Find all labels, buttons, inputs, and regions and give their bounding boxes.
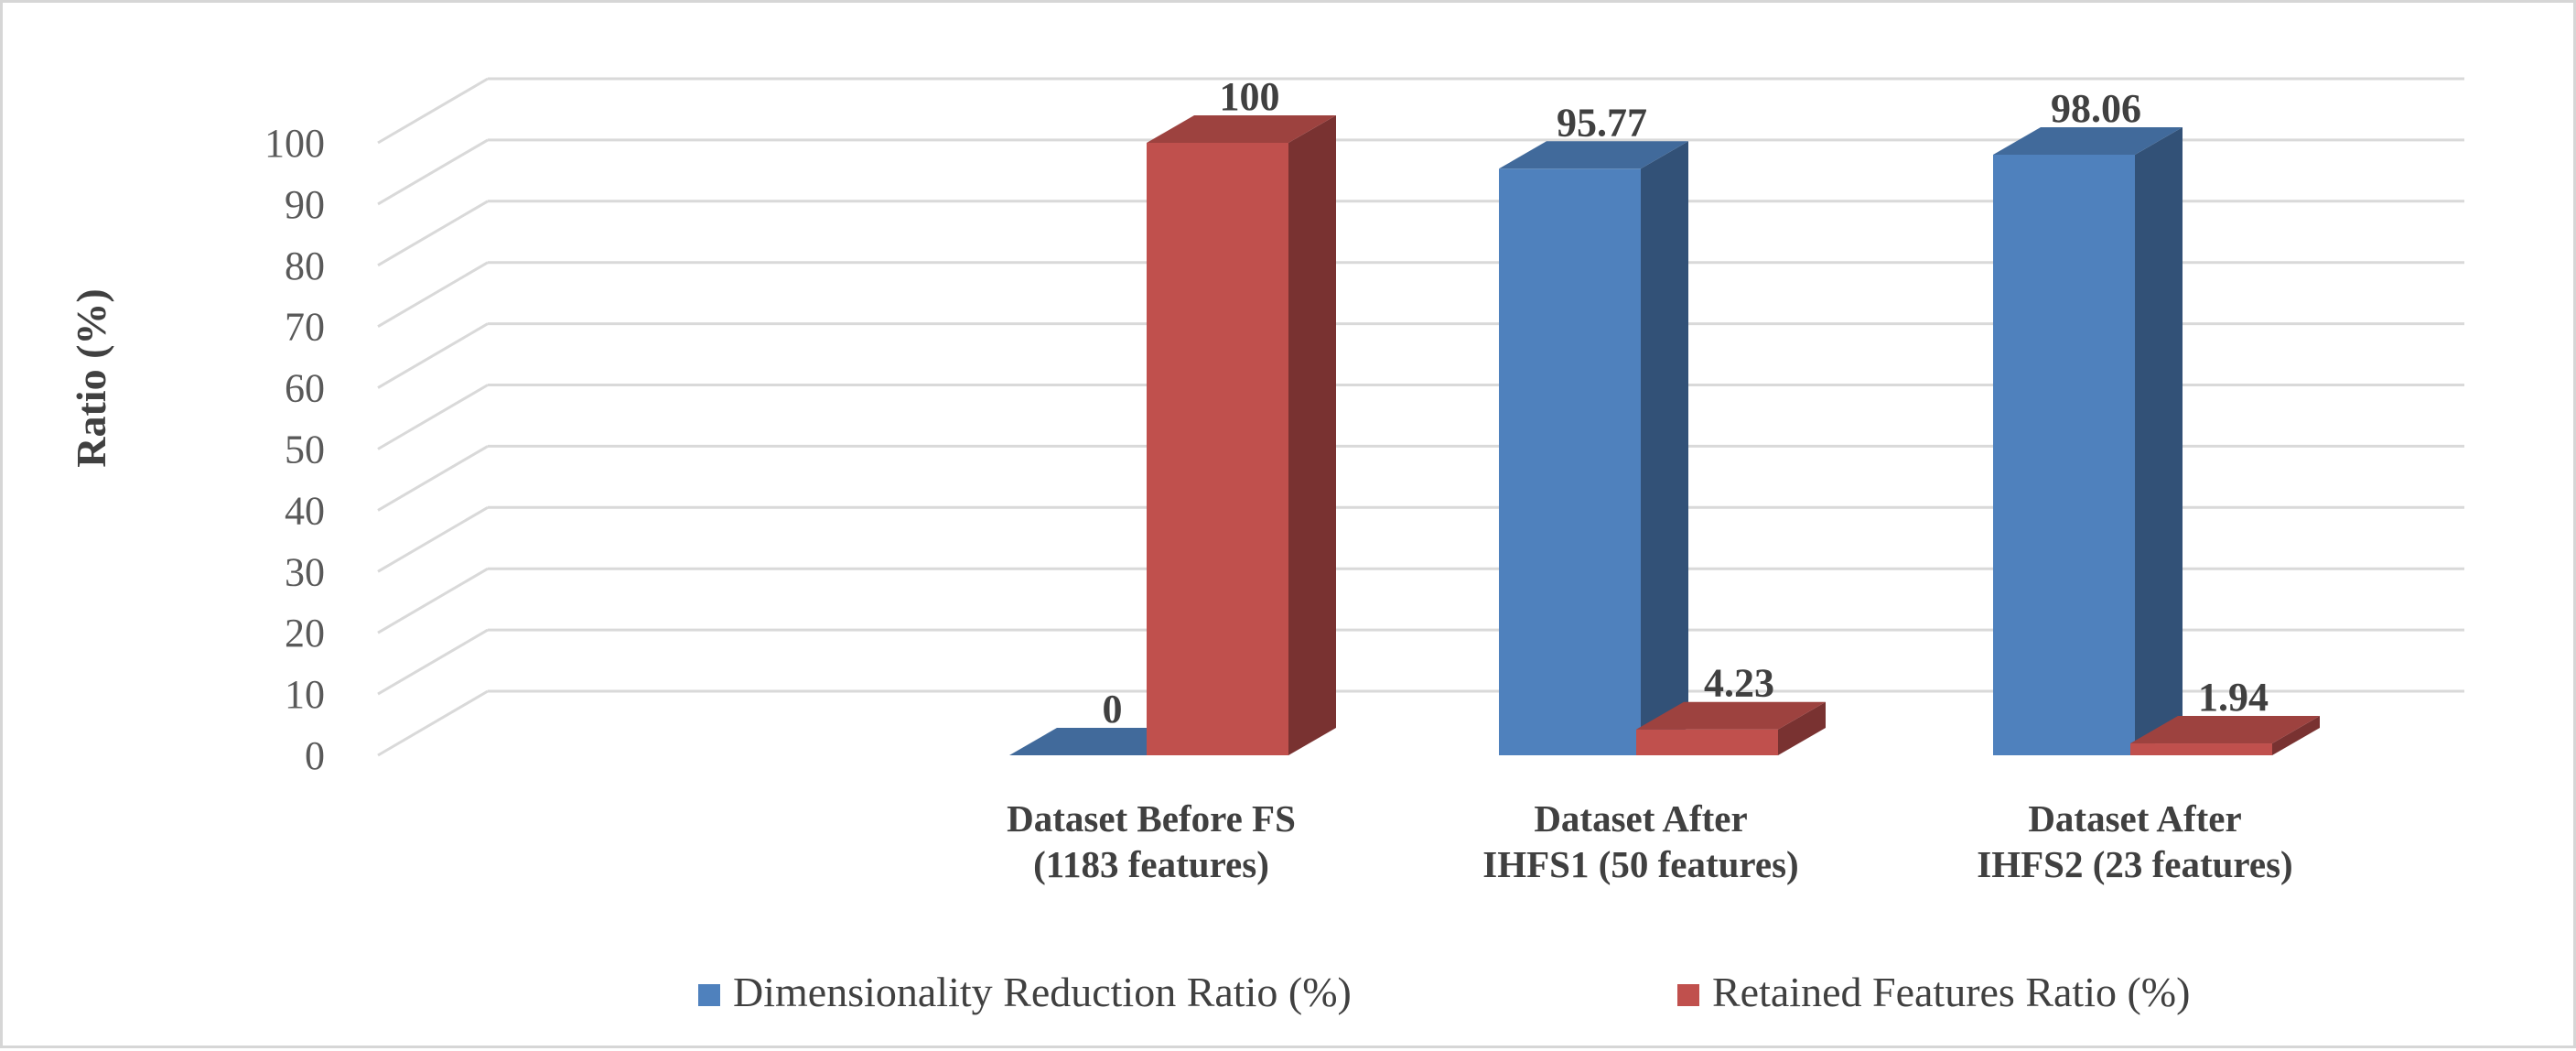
bar-top xyxy=(1147,115,1336,143)
bar-front xyxy=(1147,143,1288,755)
category-label: IHFS1 (50 features) xyxy=(1482,843,1798,885)
gridline-diagonal xyxy=(377,261,489,328)
bar-red-2 xyxy=(1636,701,1826,755)
y-tick-label: 30 xyxy=(285,549,325,594)
y-tick-label: 0 xyxy=(305,733,325,778)
data-label: 0 xyxy=(1103,687,1123,731)
bar-top xyxy=(1636,701,1826,730)
bar-side xyxy=(2272,716,2320,755)
gridline-diagonal xyxy=(377,200,489,267)
category-label: IHFS2 (23 features) xyxy=(1977,843,2292,885)
y-tick-label: 40 xyxy=(285,488,325,533)
data-label: 98.06 xyxy=(2051,86,2141,131)
gridline-diagonal xyxy=(377,384,489,450)
y-axis-label: Ratio (%) xyxy=(68,288,114,467)
bar-red-3 xyxy=(2130,716,2320,755)
bar-blue-3 xyxy=(1993,126,2183,755)
bar-front xyxy=(1636,729,1778,755)
bar-side xyxy=(2135,126,2183,755)
y-tick-label: 80 xyxy=(285,244,325,288)
bar-top xyxy=(2130,716,2320,744)
y-tick-label: 50 xyxy=(285,428,325,472)
data-label: 95.77 xyxy=(1557,100,1647,145)
y-tick-label: 70 xyxy=(285,305,325,350)
bar-side xyxy=(1641,141,1688,755)
data-label: 4.23 xyxy=(1704,661,1774,706)
gridline-diagonal xyxy=(377,689,489,757)
legend-swatch xyxy=(1677,984,1699,1006)
bar-front xyxy=(1993,154,2135,755)
category-label: Dataset After xyxy=(1534,797,1747,840)
bar-side xyxy=(1288,115,1336,755)
bar-chart: 0 10 20 30 40 50 60 70 80 90 100 Ratio (%) 0 95.77 98.… xyxy=(68,74,2464,1015)
y-tick-label: 100 xyxy=(264,121,325,166)
bar-red-1 xyxy=(1147,115,1336,755)
y-tick-label: 20 xyxy=(285,611,325,656)
gridline-diagonal xyxy=(377,567,489,634)
y-tick-label: 90 xyxy=(285,182,325,227)
y-tick-label: 10 xyxy=(285,672,325,717)
bar-top xyxy=(1499,141,1688,169)
bar-front xyxy=(1499,168,1641,755)
data-label: 100 xyxy=(1220,74,1280,119)
legend-label: Retained Features Ratio (%) xyxy=(1712,969,2190,1015)
gridline-diagonal xyxy=(377,77,489,145)
category-label: Dataset After xyxy=(2028,797,2241,840)
category-label: Dataset Before FS xyxy=(1007,797,1296,840)
y-tick-label: 60 xyxy=(285,366,325,411)
gridline-diagonal xyxy=(377,322,489,389)
data-label: 1.94 xyxy=(2198,675,2269,720)
legend-swatch xyxy=(698,984,720,1006)
legend-label: Dimensionality Reduction Ratio (%) xyxy=(733,969,1352,1015)
bar-front xyxy=(2130,743,2272,755)
bar-blue-2 xyxy=(1499,141,1688,755)
gridline-diagonal xyxy=(377,138,489,206)
gridline-diagonal xyxy=(377,628,489,696)
category-label: (1183 features) xyxy=(1033,843,1269,885)
gridline-diagonal xyxy=(377,445,489,512)
bar-side xyxy=(1778,701,1826,755)
bar-top xyxy=(1993,126,2183,155)
gridline-diagonal xyxy=(377,506,489,573)
